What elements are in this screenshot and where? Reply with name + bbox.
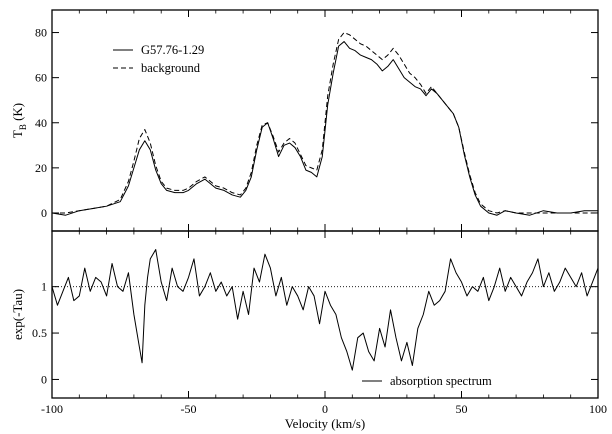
top-series-line-1 bbox=[52, 32, 598, 214]
y-title-subscript: B bbox=[18, 124, 28, 130]
x-tick-label: 50 bbox=[456, 402, 468, 416]
x-tick-label: 100 bbox=[589, 402, 607, 416]
x-tick-label: -50 bbox=[181, 402, 197, 416]
y-title-main: T bbox=[10, 130, 25, 138]
bottom-y-tick-label: 0.5 bbox=[32, 326, 47, 340]
x-tick-label: -100 bbox=[41, 402, 63, 416]
top-y-tick-label: 60 bbox=[35, 71, 47, 85]
bottom-series-line-0 bbox=[51, 249, 599, 371]
legend-label: G57.76-1.29 bbox=[141, 43, 204, 57]
top-y-tick-label: 40 bbox=[35, 116, 47, 130]
top-y-tick-label: 20 bbox=[35, 161, 47, 175]
bottom-panel: -100 -50 0 50 100 0 0.5 1 exp(-Tau) Velocity (km/… bbox=[10, 230, 607, 431]
y-title-unit: (K) bbox=[10, 103, 25, 124]
legend-label: background bbox=[141, 61, 201, 75]
x-axis-title: Velocity (km/s) bbox=[285, 416, 366, 431]
top-panel: 0 20 40 60 80 TB (K) G57.76-1.29 background bbox=[10, 9, 599, 232]
bottom-y-tick-label: 0 bbox=[41, 372, 47, 386]
x-tick-label: 0 bbox=[322, 402, 328, 416]
top-y-tick-label: 80 bbox=[35, 26, 47, 40]
bottom-y-axis-title: exp(-Tau) bbox=[10, 289, 25, 340]
top-y-axis-title: TB (K) bbox=[10, 103, 28, 138]
bottom-y-tick-label: 1 bbox=[41, 280, 47, 294]
legend-label: absorption spectrum bbox=[390, 374, 492, 388]
top-y-tick-label: 0 bbox=[41, 206, 47, 220]
top-series-line-0 bbox=[51, 41, 598, 216]
